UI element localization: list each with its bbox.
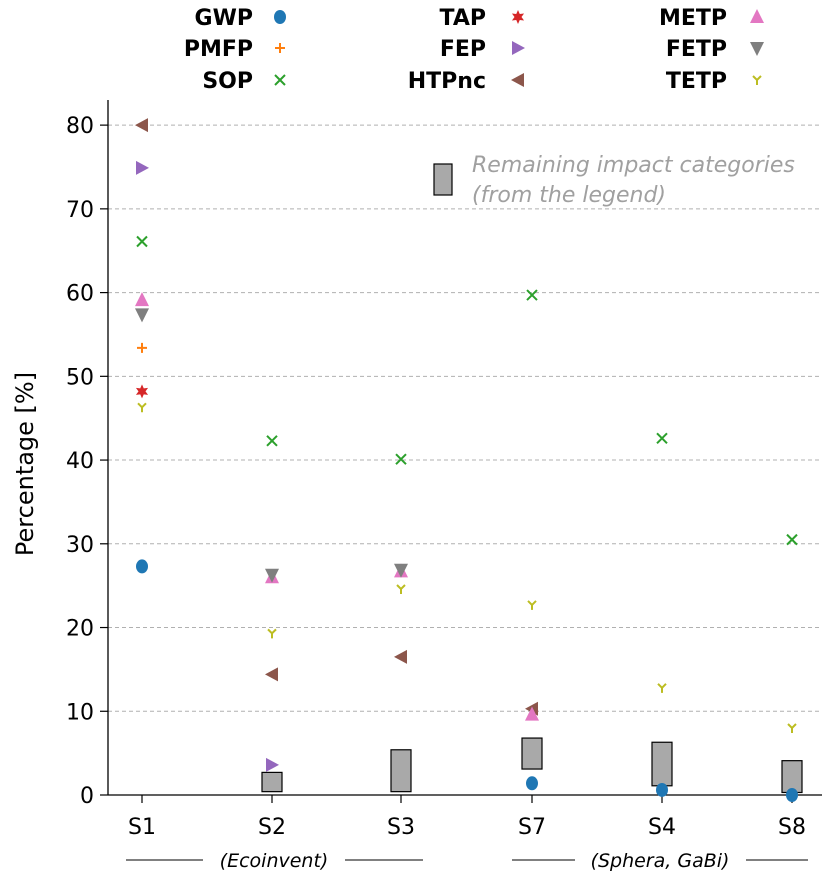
legend-marker-fep [512, 41, 525, 55]
legend-label-htpnc: HTPnc [408, 69, 486, 94]
point-sop-s1 [136, 235, 148, 248]
point-htpnc-s1 [135, 118, 148, 133]
y-tick-label-0: 0 [80, 784, 94, 809]
legend-marker-tap [511, 10, 525, 24]
point-fetp-s2 [265, 568, 279, 583]
point-gwp-s8 [786, 788, 798, 802]
annotation-text-line-2: (from the legend) [472, 183, 666, 208]
point-htpnc-s2 [265, 667, 278, 682]
point-tap-s1 [135, 384, 149, 399]
annotation-box-sample [433, 163, 453, 196]
x-tick-label-s1: S1 [128, 815, 156, 840]
annotation-text-line-1: Remaining impact categories [472, 153, 795, 178]
point-tetp-s8 [787, 723, 797, 734]
y-tick-label-50: 50 [66, 365, 94, 390]
point-tetp-s4 [657, 683, 667, 693]
point-tetp-s7 [527, 600, 537, 610]
point-sop-s3 [395, 453, 407, 465]
category-groups: (Ecoinvent) (Sphera, GaBi) [126, 850, 808, 872]
y-tick-label-70: 70 [66, 198, 94, 223]
legend-marker-htpnc [511, 73, 524, 87]
x-tick-label-s3: S3 [387, 815, 415, 840]
remaining-category-boxes [261, 737, 803, 794]
data-points [135, 118, 798, 802]
legend-marker-fetp [750, 42, 764, 56]
point-tetp-s1 [137, 402, 147, 413]
legend-label-pmfp: PMFP [184, 37, 253, 62]
remaining-box-s3 [390, 749, 412, 793]
point-tetp-s3 [396, 584, 406, 595]
point-tetp-s2 [267, 628, 277, 639]
annotation: Remaining impact categories (from the leg… [433, 153, 795, 208]
group-label-2: (Sphera, GaBi) [591, 850, 730, 872]
point-fep-s1 [136, 160, 149, 175]
y-tick-label-30: 30 [66, 533, 94, 558]
remaining-box-s8 [781, 760, 803, 794]
gridlines [108, 124, 822, 712]
y-tick-label-10: 10 [66, 700, 94, 725]
legend-label-tetp: TETP [666, 69, 727, 94]
point-metp-s7 [525, 706, 539, 721]
legend-label-sop: SOP [202, 69, 253, 94]
point-fep-s2 [266, 757, 279, 772]
point-sop-s8 [786, 533, 798, 546]
group-label-1: (Ecoinvent) [220, 850, 329, 872]
point-htpnc-s3 [394, 649, 407, 664]
y-tick-label-60: 60 [66, 282, 94, 307]
point-metp-s1 [135, 292, 149, 307]
point-gwp-s1 [136, 559, 148, 574]
legend-marker-tetp [752, 75, 762, 85]
legend-marker-sop [274, 74, 286, 86]
legend-label-metp: METP [659, 6, 727, 31]
remaining-box-s2 [261, 771, 283, 793]
point-sop-s2 [266, 435, 278, 447]
axes: 0 10 20 30 40 50 60 70 80 S1 S2 S3 S7 S4 S8 Percentage … [11, 100, 822, 840]
remaining-box-s4 [651, 741, 673, 787]
legend-label-tap: TAP [440, 6, 486, 31]
legend-marker-metp [750, 9, 764, 23]
point-pmfp-s1 [137, 342, 147, 353]
x-tick-label-s8: S8 [778, 815, 806, 840]
x-tick-label-s4: S4 [648, 815, 676, 840]
x-tick-label-s7: S7 [518, 815, 546, 840]
point-sop-s7 [526, 289, 538, 301]
point-sop-s4 [656, 432, 668, 444]
legend-label-gwp: GWP [195, 6, 253, 31]
x-tick-label-s2: S2 [258, 815, 286, 840]
y-axis-title: Percentage [%] [11, 372, 39, 556]
point-fetp-s3 [394, 563, 408, 578]
y-tick-label-40: 40 [66, 449, 94, 474]
point-fetp-s1 [135, 308, 149, 323]
legend: GWP PMFP SOP TAP FEP HTPnc METP FETP TETP [184, 6, 764, 94]
legend-label-fetp: FETP [666, 37, 727, 62]
legend-label-fep: FEP [440, 37, 486, 62]
legend-marker-pmfp [275, 43, 285, 53]
y-tick-label-20: 20 [66, 617, 94, 642]
remaining-box-s7 [521, 737, 543, 770]
legend-marker-gwp [274, 10, 286, 24]
point-gwp-s4 [656, 782, 668, 797]
point-gwp-s7 [526, 776, 538, 791]
y-tick-label-80: 80 [66, 114, 94, 139]
